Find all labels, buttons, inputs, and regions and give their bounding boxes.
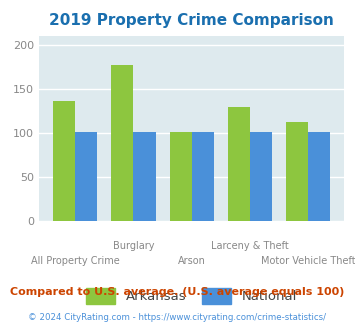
Legend: Arkansas, National: Arkansas, National [81,283,302,309]
Text: © 2024 CityRating.com - https://www.cityrating.com/crime-statistics/: © 2024 CityRating.com - https://www.city… [28,313,327,322]
Text: Arson: Arson [178,256,206,266]
Title: 2019 Property Crime Comparison: 2019 Property Crime Comparison [49,13,334,28]
Bar [286,122,308,221]
Text: Compared to U.S. average. (U.S. average equals 100): Compared to U.S. average. (U.S. average … [10,287,345,297]
Bar [228,107,250,221]
Bar [111,65,133,221]
Bar [133,132,155,221]
Bar [170,132,192,221]
Text: Larceny & Theft: Larceny & Theft [211,241,289,250]
Text: Burglary: Burglary [113,241,154,250]
Bar [53,101,75,221]
Bar [192,132,214,221]
Bar [250,132,272,221]
Text: All Property Crime: All Property Crime [31,256,120,266]
Text: Motor Vehicle Theft: Motor Vehicle Theft [261,256,355,266]
Bar [75,132,97,221]
Bar [308,132,331,221]
